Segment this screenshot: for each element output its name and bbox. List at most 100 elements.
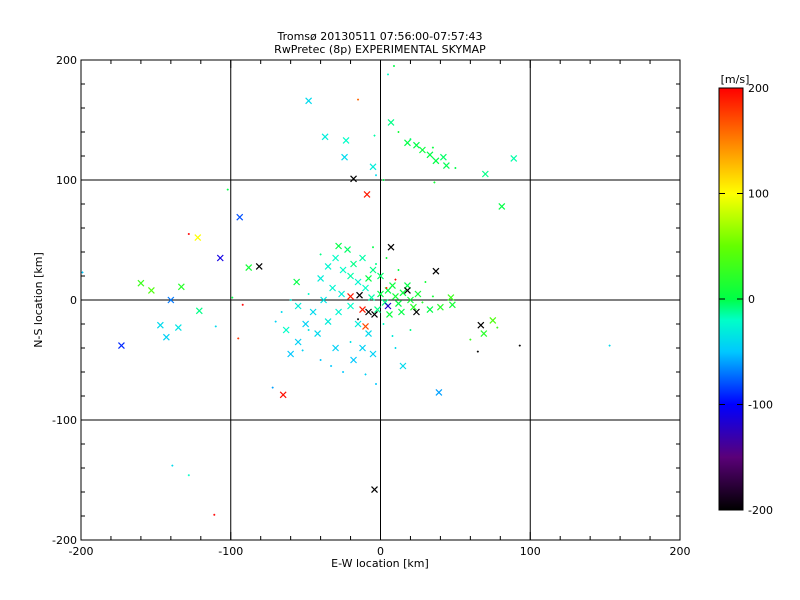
point-cross: [374, 306, 381, 314]
point-cross: [389, 282, 396, 290]
x-tick-label: 100: [520, 545, 541, 558]
cross-stroke: [147, 286, 155, 294]
point-dot: [454, 167, 457, 169]
cross-stroke: [294, 338, 302, 346]
point-dot: [375, 174, 378, 177]
point-dot: [357, 318, 360, 321]
cross-stroke: [448, 301, 456, 309]
scatter-points: [81, 65, 611, 516]
point-cross: [481, 170, 489, 178]
cross-stroke: [365, 330, 372, 338]
point-cross: [432, 157, 440, 165]
point-cross: [477, 321, 485, 329]
point-dot: [409, 329, 412, 331]
point-cross: [335, 242, 342, 250]
cross-stroke: [374, 306, 381, 314]
cross-stroke: [398, 308, 405, 316]
cross-stroke: [309, 308, 317, 316]
cross-stroke: [369, 350, 377, 358]
point-cross: [350, 175, 357, 183]
cross-stroke: [156, 321, 164, 329]
cross-stroke: [477, 321, 485, 329]
cross-stroke: [362, 284, 369, 292]
point-dot: [431, 146, 434, 149]
y-tick-label: 0: [70, 294, 77, 307]
cross-stroke: [371, 486, 378, 494]
x-tick-label: 200: [670, 545, 691, 558]
point-cross: [442, 162, 450, 170]
colorbar-tick-label: -100: [748, 399, 773, 412]
point-dot: [469, 338, 472, 341]
cross-stroke: [350, 356, 357, 364]
cross-stroke: [392, 292, 399, 300]
chart-title: Tromsø 20130511 07:56:00-07:57:43: [276, 30, 482, 43]
point-dot: [382, 179, 385, 181]
point-cross: [147, 286, 155, 294]
cross-stroke: [365, 308, 372, 316]
point-cross: [510, 154, 518, 162]
point-dot: [171, 464, 174, 467]
point-cross: [439, 153, 447, 161]
point-dot: [385, 257, 388, 259]
cross-stroke: [365, 274, 372, 282]
point-dot: [330, 365, 333, 367]
cross-stroke: [384, 302, 392, 310]
point-cross: [177, 283, 185, 291]
cross-stroke: [359, 306, 366, 314]
cross-stroke: [305, 97, 313, 105]
point-dot: [274, 320, 277, 323]
cross-stroke: [410, 303, 417, 311]
point-cross: [118, 342, 125, 350]
point-cross: [350, 260, 357, 268]
colorbar-tick-label: 100: [748, 188, 769, 201]
cross-stroke: [413, 308, 420, 316]
point-cross: [399, 289, 407, 297]
point-dot: [431, 295, 434, 298]
point-cross: [354, 278, 362, 286]
point-cross: [407, 296, 414, 304]
cross-stroke: [324, 262, 332, 270]
cross-stroke: [321, 133, 329, 141]
point-cross: [359, 344, 366, 352]
point-dot: [397, 131, 400, 133]
point-dot: [271, 386, 274, 389]
cross-stroke: [442, 162, 450, 170]
cross-stroke: [320, 296, 328, 304]
cross-stroke: [347, 292, 354, 300]
point-dot: [319, 359, 322, 361]
point-cross: [369, 350, 377, 358]
cross-stroke: [371, 310, 378, 318]
point-cross: [329, 284, 337, 292]
point-cross: [435, 388, 443, 396]
cross-stroke: [350, 260, 357, 268]
point-cross: [489, 316, 497, 324]
point-cross: [195, 307, 203, 315]
point-cross: [174, 324, 182, 332]
point-cross: [362, 284, 369, 292]
point-cross: [216, 254, 224, 262]
point-cross: [294, 338, 302, 346]
cross-stroke: [439, 153, 447, 161]
point-dot: [394, 347, 397, 349]
point-dot: [394, 278, 397, 281]
point-cross: [338, 290, 345, 298]
cross-stroke: [369, 163, 377, 171]
cross-stroke: [354, 278, 362, 286]
cross-stroke: [314, 330, 322, 338]
point-cross: [137, 279, 145, 287]
cross-stroke: [426, 306, 434, 314]
cross-stroke: [347, 302, 354, 310]
point-cross: [371, 310, 378, 318]
point-cross: [365, 330, 372, 338]
colorbar-tick-label: 0: [748, 293, 755, 306]
point-cross: [377, 272, 384, 280]
point-cross: [436, 303, 444, 311]
cross-stroke: [137, 279, 145, 287]
cross-stroke: [339, 266, 347, 274]
cross-stroke: [510, 154, 518, 162]
point-cross: [447, 294, 455, 302]
point-cross: [392, 292, 399, 300]
point-cross: [279, 391, 287, 399]
axis-ticks: -200 -100 0 100 200 -200 -100 0 100 200: [52, 54, 690, 558]
cross-stroke: [407, 296, 414, 304]
